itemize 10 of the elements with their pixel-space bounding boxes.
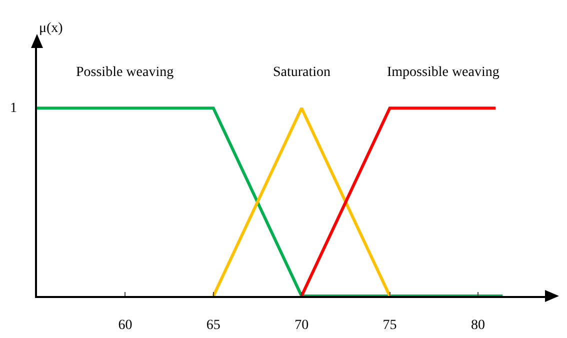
text: 1 <box>10 101 17 116</box>
text: Impossible weaving <box>387 65 500 80</box>
text: Possible weaving <box>76 65 174 80</box>
text: μ(x) <box>39 21 64 36</box>
x-tick-label: 65 <box>206 318 220 333</box>
text: Saturation <box>273 65 331 80</box>
x-tick-label: 75 <box>382 318 397 333</box>
x-tick-label: 70 <box>294 318 309 333</box>
x-tick-label: 60 <box>118 318 132 333</box>
x-tick-label: 80 <box>470 318 485 333</box>
